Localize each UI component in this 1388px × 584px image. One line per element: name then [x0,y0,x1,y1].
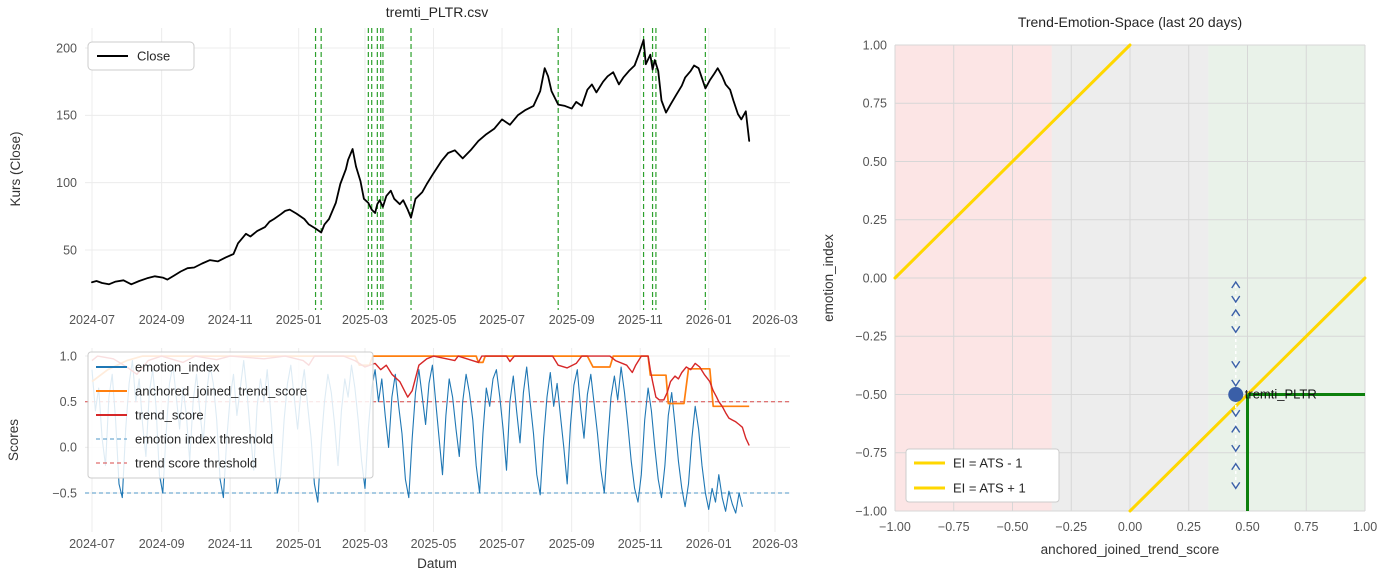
x-tick-label: 2026-03 [752,313,798,327]
y-tick-label: 0.25 [863,213,887,227]
legend-label: trend score threshold [135,456,257,471]
legend-box [87,351,374,479]
trajectory-arrow-icon [1231,360,1241,369]
y-tick-label: −0.25 [855,330,887,344]
trend-emotion-space-chart: tremti_PLTR −1.00 −0.75 −0.50 −0.25 0.00 0.25 0… [821,14,1377,557]
legend-label: EI = ATS - 1 [953,456,1022,471]
y-tick-label: 0.00 [863,271,887,285]
x-tick-label: 2025-09 [549,537,595,551]
trajectory-arrow-icon [1231,325,1241,334]
x-tick-label: 0.00 [1118,520,1142,534]
y-tick-label: 0.0 [60,441,77,455]
x-tick-label: 2025-07 [479,313,525,327]
diagonal-line-2 [893,43,1132,280]
y-tick-label: −0.50 [855,388,887,402]
x-tick-label: −0.25 [1055,520,1087,534]
x-tick-label: −0.75 [938,520,970,534]
x-tick-label: 0.75 [1294,520,1318,534]
x-tick-label: 2024-11 [208,537,253,551]
y-tick-label: 0.50 [863,155,887,169]
scores-legend[interactable]: emotion_index anchored_joined_trend_score… [87,351,374,479]
x-tick-label: 2025-07 [479,537,525,551]
trajectory-arrow-icon [1231,444,1241,453]
y-tick-label: −0.75 [855,446,887,460]
x-tick-label: 2025-05 [411,313,457,327]
x-tick-label: 2025-05 [411,537,457,551]
x-tick-label: 2025-03 [342,313,388,327]
x-tick-label: 2026-01 [686,313,732,327]
legend-label: trend_score [135,408,204,423]
price-legend[interactable]: Close [87,41,195,71]
legend-label: emotion index threshold [135,432,273,447]
y-tick-label: 200 [56,41,77,55]
x-tick-label: 2024-07 [69,537,115,551]
price-chart-title: tremti_PLTR.csv [386,4,488,20]
y-tick-label: 100 [56,176,77,190]
y-tick-label: 1.00 [863,38,887,52]
x-tick-label: 2026-03 [752,537,798,551]
y-tick-label: 1.0 [60,349,77,363]
x-tick-label: 2025-03 [342,537,388,551]
x-tick-label: 2024-07 [69,313,115,327]
x-tick-label: 2024-11 [208,313,253,327]
trajectory-arrow-icon [1231,425,1241,433]
space-legend[interactable]: EI = ATS - 1 EI = ATS + 1 [905,448,1060,503]
x-tick-label: 2025-11 [618,537,663,551]
current-point-marker[interactable] [1228,387,1244,402]
space-chart-title: Trend-Emotion-Space (last 20 days) [1018,14,1242,30]
space-x-axis-label: anchored_joined_trend_score [1041,542,1220,557]
x-tick-label: 2025-11 [618,313,663,327]
x-tick-label: 2025-01 [276,313,322,327]
trajectory-arrow-icon [1231,379,1241,388]
x-tick-label: −0.50 [997,520,1029,534]
y-tick-label: 150 [56,109,77,123]
legend-label: Close [137,49,170,64]
legend-box [87,41,195,71]
trajectory-arrow-icon [1231,481,1241,490]
x-tick-label: 0.25 [1177,520,1201,534]
legend-label: anchored_joined_trend_score [135,384,307,399]
x-tick-label: 2025-01 [276,537,322,551]
legend-label: emotion_index [135,360,220,375]
current-point-label: tremti_PLTR [1245,387,1317,402]
scores-x-axis-label: Datum [417,556,457,571]
close-price-line [91,39,751,286]
y-tick-label: 50 [63,243,77,257]
x-tick-label: −1.00 [879,520,911,534]
trajectory-arrow-icon [1231,308,1241,317]
space-y-axis-label: emotion_index [821,234,836,322]
x-tick-label: 2025-09 [549,313,595,327]
y-tick-label: 0.75 [863,97,887,111]
price-chart: 2024-07 2024-09 2024-11 2025-01 2025-03 2025-… [8,4,798,327]
x-tick-label: 0.50 [1235,520,1259,534]
legend-label: EI = ATS + 1 [953,481,1026,496]
x-tick-label: 2024-09 [139,537,185,551]
y-tick-label: −0.5 [52,486,77,500]
scores-y-axis-label: Scores [6,419,21,461]
trajectory-arrow-icon [1231,280,1241,289]
price-y-axis-label: Kurs (Close) [8,131,23,206]
x-tick-label: 1.00 [1353,520,1377,534]
trajectory-arrow-icon [1231,462,1241,471]
trajectory-arrow-icon [1231,409,1241,418]
scores-chart: 2024-07 2024-09 2024-11 2025-01 2025-03 2025-… [6,348,798,571]
x-tick-label: 2024-09 [139,313,185,327]
y-tick-label: −1.00 [855,504,887,518]
trajectory-arrow-icon [1231,295,1241,304]
x-tick-label: 2026-01 [686,537,732,551]
y-tick-label: 0.5 [60,395,77,409]
